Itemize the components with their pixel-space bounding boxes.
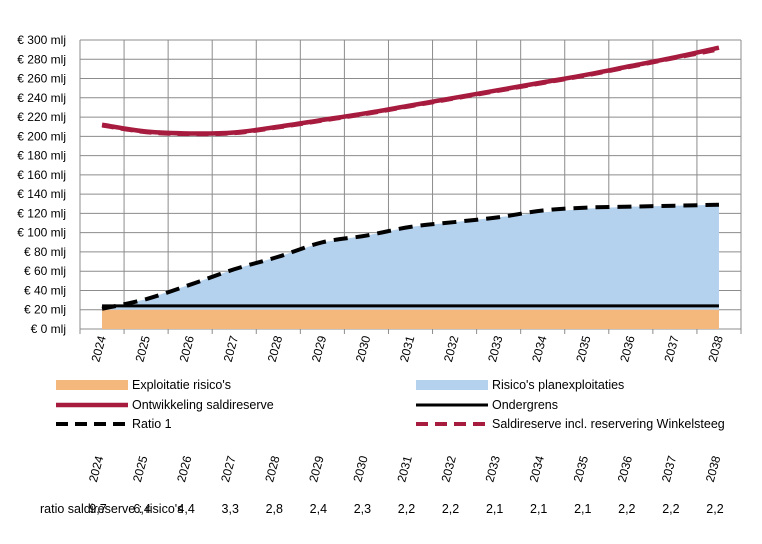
ratio-table-value: 6,4: [133, 502, 150, 516]
x-tick-label: 2027: [221, 334, 242, 364]
legend-swatch: [56, 380, 128, 390]
ratio-table-year: 2035: [571, 454, 592, 484]
ratio-table-label: ratio saldireserve : risico's: [40, 502, 183, 516]
ratio-table-value: 9,7: [89, 502, 106, 516]
y-tick-label: € 280 mlj: [17, 52, 66, 66]
y-tick-label: € 20 mlj: [24, 303, 66, 317]
x-tick-label: 2034: [529, 334, 550, 364]
y-tick-label: € 260 mlj: [17, 72, 66, 86]
legend-label: Ratio 1: [132, 417, 172, 431]
ratio-table-value: 4,4: [177, 502, 194, 516]
x-tick-label: 2030: [353, 334, 374, 364]
y-tick-label: € 120 mlj: [17, 206, 66, 220]
line-saldireserve-winkelsteeg: [101, 47, 720, 137]
y-tick-label: € 220 mlj: [17, 110, 66, 124]
y-tick-label: € 40 mlj: [24, 283, 66, 297]
legend-swatch: [416, 380, 488, 390]
ratio-table-year: 2030: [350, 454, 371, 484]
y-tick-label: € 80 mlj: [24, 245, 66, 259]
ratio-table-value: 2,2: [662, 502, 679, 516]
ratio-table-year: 2038: [703, 454, 724, 484]
x-tick-label: 2032: [441, 334, 462, 364]
ratio-table-year: 2025: [130, 454, 151, 484]
legend-label: Risico's planexploitaties: [492, 378, 624, 392]
x-tick-label: 2025: [133, 334, 154, 364]
ratio-table: ratio saldireserve : risico's 2024 9,7 2025…: [40, 454, 724, 516]
legend-label: Ontwikkeling saldireserve: [132, 398, 274, 412]
line-series: [101, 45, 720, 311]
ratio-table-year: 2031: [394, 454, 415, 484]
x-axis: 2024 2025 2026 2027 2028 2029 2030 2031 2032 2033…: [88, 334, 725, 364]
ratio-table-value: 3,3: [222, 502, 239, 516]
ratio-table-value: 2,2: [706, 502, 723, 516]
ratio-table-value: 2,3: [354, 502, 371, 516]
y-tick-label: € 200 mlj: [17, 129, 66, 143]
y-axis: € 0 mlj € 20 mlj € 40 mlj € 60 mlj € 80 mlj €…: [17, 33, 66, 336]
ratio-table-year: 2032: [438, 454, 459, 484]
x-tick-label: 2037: [661, 334, 682, 364]
legend-label: Exploitatie risico's: [132, 378, 231, 392]
area-exploitatie-risicos: [102, 309, 719, 329]
ratio-table-year: 2024: [86, 454, 107, 484]
x-tick-label: 2029: [309, 334, 330, 364]
ratio-table-value: 2,8: [266, 502, 283, 516]
ratio-table-year: 2034: [527, 454, 548, 484]
area-series: [102, 204, 719, 329]
ratio-table-value: 2,2: [442, 502, 459, 516]
line-ontwikkeling-saldireserve: [101, 45, 720, 136]
ratio-table-year: 2028: [262, 454, 283, 484]
x-tick-label: 2035: [573, 334, 594, 364]
ratio-table-year: 2026: [174, 454, 195, 484]
y-tick-label: € 160 mlj: [17, 168, 66, 182]
line-ratio-1: [101, 202, 720, 311]
ratio-table-value: 2,1: [486, 502, 503, 516]
area-risicos-planexploitaties: [102, 204, 719, 329]
ratio-table-value: 2,1: [530, 502, 547, 516]
x-tick-label: 2028: [265, 334, 286, 364]
ratio-table-year: 2029: [306, 454, 327, 484]
y-tick-label: € 240 mlj: [17, 91, 66, 105]
ratio-table-value: 2,1: [574, 502, 591, 516]
y-tick-label: € 140 mlj: [17, 187, 66, 201]
ratio-table-year: 2033: [483, 454, 504, 484]
ratio-table-year: 2036: [615, 454, 636, 484]
x-tick-label: 2038: [705, 334, 726, 364]
legend-label: Saldireserve incl. reservering Winkelste…: [492, 417, 725, 431]
ratio-table-year: 2027: [218, 454, 239, 484]
ratio-table-value: 2,4: [310, 502, 327, 516]
y-tick-label: € 300 mlj: [17, 33, 66, 47]
x-tick-label: 2031: [397, 334, 418, 364]
ratio-table-value: 2,2: [618, 502, 635, 516]
y-tick-label: € 0 mlj: [31, 322, 66, 336]
ratio-table-value: 2,2: [398, 502, 415, 516]
ratio-table-year: 2037: [659, 454, 680, 484]
x-tick-label: 2033: [485, 334, 506, 364]
y-tick-label: € 180 mlj: [17, 149, 66, 163]
y-tick-label: € 60 mlj: [24, 264, 66, 278]
x-tick-label: 2024: [88, 334, 109, 364]
x-tick-label: 2026: [177, 334, 198, 364]
legend-label: Ondergrens: [492, 398, 558, 412]
legend: Exploitatie risico's Risico's planexploit…: [56, 378, 725, 431]
y-tick-label: € 100 mlj: [17, 226, 66, 240]
x-tick-label: 2036: [617, 334, 638, 364]
